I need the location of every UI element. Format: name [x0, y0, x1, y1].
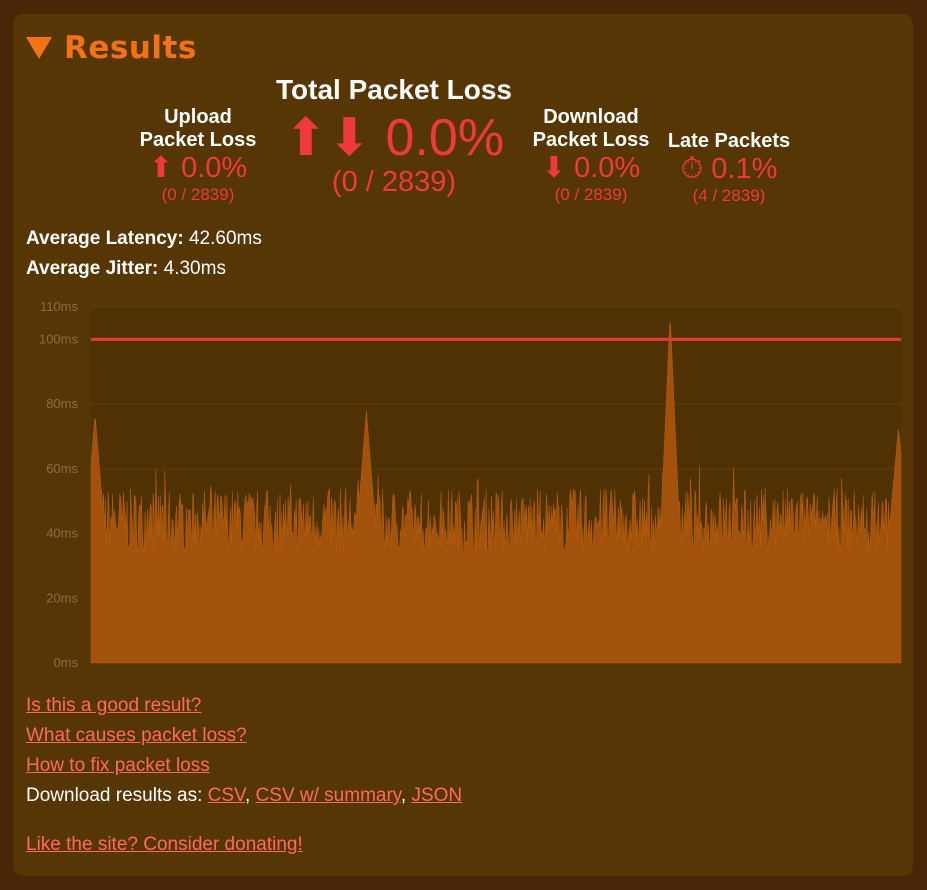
- late-label: Late Packets: [667, 130, 791, 152]
- donate-link[interactable]: Like the site? Consider donating!: [26, 834, 303, 855]
- fix-link[interactable]: How to fix packet loss: [26, 755, 210, 776]
- latency-series-area: [90, 323, 902, 664]
- download-packet-loss: Download Packet Loss ⬇ 0.0% (0 / 2839): [524, 106, 658, 206]
- latency-label: Average Latency:: [26, 228, 184, 249]
- late-packets: Late Packets ⏱ 0.1% (4 / 2839): [660, 130, 798, 207]
- good-result-link[interactable]: Is this a good result?: [26, 695, 202, 716]
- y-tick-label: 20ms: [46, 590, 78, 605]
- latency-chart-svg: 0ms 20ms 40ms 60ms 80ms 100ms 110ms: [39, 299, 902, 670]
- late-count: (4 / 2839): [692, 186, 766, 205]
- jitter-value: 4.30ms: [163, 258, 226, 279]
- csv-link[interactable]: CSV: [207, 785, 245, 806]
- collapse-triangle-icon: [26, 37, 52, 59]
- total-label: Total Packet Loss: [275, 74, 512, 105]
- total-count: (0 / 2839): [331, 166, 457, 198]
- download-prefix: Download results as:: [26, 785, 208, 806]
- csv-summary-link[interactable]: CSV w/ summary: [255, 785, 401, 806]
- total-packet-loss: Total Packet Loss ⬆⬇ 0.0% (0 / 2839): [262, 74, 526, 198]
- download-count: (0 / 2839): [554, 185, 628, 204]
- late-value: ⏱ 0.1%: [680, 153, 778, 185]
- latency-value: 42.60ms: [188, 228, 262, 249]
- y-tick-label: 60ms: [46, 461, 78, 476]
- average-latency: Average Latency: 42.60ms: [26, 228, 262, 250]
- y-tick-label: 80ms: [46, 396, 78, 411]
- download-results-line: Download results as: CSV, CSV w/ summary…: [26, 785, 462, 807]
- upload-value: ⬆ 0.0%: [148, 152, 248, 184]
- jitter-label: Average Jitter:: [26, 258, 159, 279]
- section-title: Results: [64, 30, 197, 66]
- y-tick-label: 100ms: [39, 331, 79, 346]
- upload-label-line2: Packet Loss: [139, 129, 257, 151]
- download-value: ⬇ 0.0%: [541, 152, 641, 184]
- upload-label-line1: Upload: [164, 106, 232, 128]
- total-value: ⬆⬇ 0.0%: [283, 109, 505, 167]
- y-tick-label: 40ms: [46, 526, 78, 541]
- download-label-line2: Packet Loss: [532, 129, 650, 151]
- latency-chart: 0ms 20ms 40ms 60ms 80ms 100ms 110ms: [0, 296, 927, 681]
- results-toggle[interactable]: Results: [26, 30, 197, 66]
- average-jitter: Average Jitter: 4.30ms: [26, 258, 226, 280]
- download-label-line1: Download: [543, 106, 639, 128]
- y-tick-label: 110ms: [40, 299, 79, 314]
- donate-line: Like the site? Consider donating!: [26, 834, 303, 856]
- upload-packet-loss: Upload Packet Loss ⬆ 0.0% (0 / 2839): [128, 106, 268, 206]
- y-tick-label: 0ms: [53, 655, 78, 670]
- good-result-line: Is this a good result?: [26, 695, 201, 717]
- causes-line: What causes packet loss?: [26, 725, 247, 747]
- fix-line: How to fix packet loss: [26, 755, 210, 777]
- separator-1: ,: [244, 785, 256, 806]
- json-link[interactable]: JSON: [411, 785, 463, 806]
- upload-count: (0 / 2839): [161, 185, 235, 204]
- causes-link[interactable]: What causes packet loss?: [26, 725, 247, 746]
- separator-2: ,: [400, 785, 412, 806]
